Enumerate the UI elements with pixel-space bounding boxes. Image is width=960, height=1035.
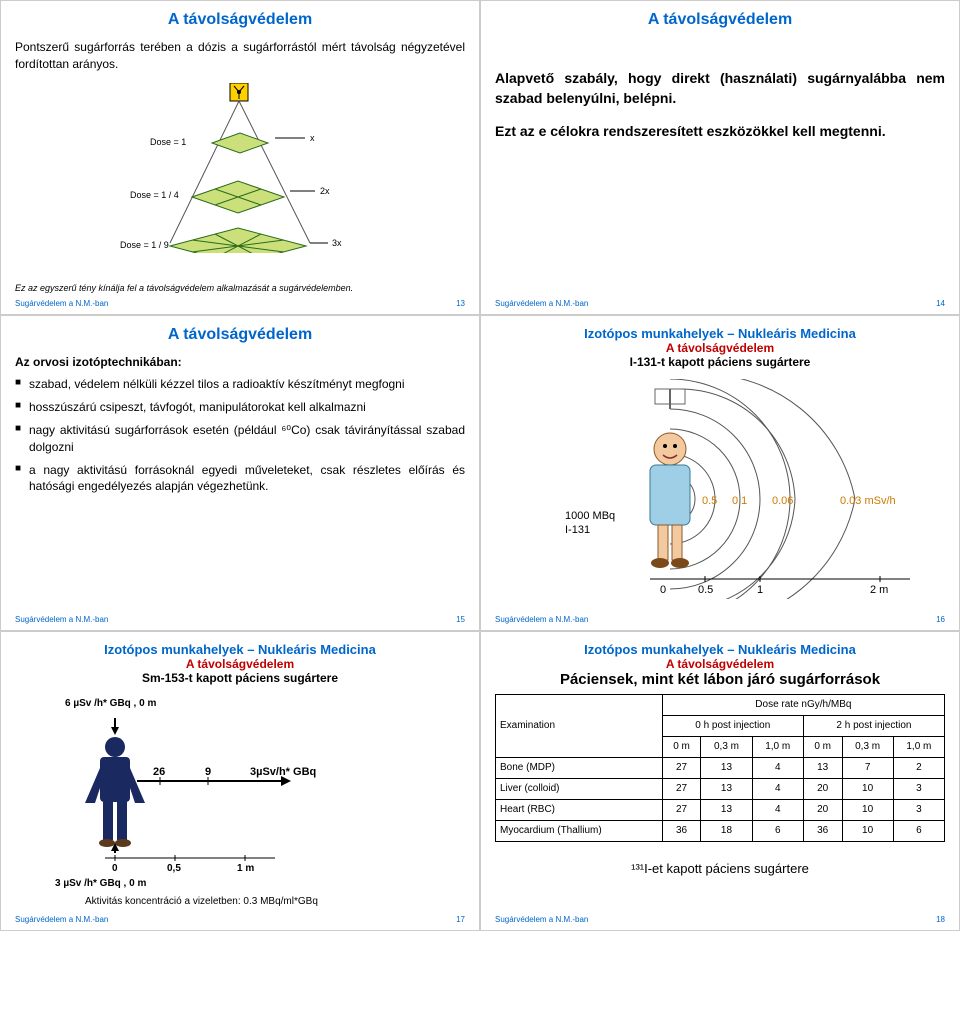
dose-rate-table: Examination Dose rate nGy/h/MBq 0 h post…	[495, 694, 945, 842]
footer-right: 17	[456, 915, 465, 924]
bullet: szabad, védelem nélküli kézzel tilos a r…	[15, 376, 465, 393]
th: 0,3 m	[701, 736, 752, 757]
inverse-square-diagram: Dose = 1 x Dose = 1 / 4 2x	[15, 83, 465, 253]
footer-right: 18	[936, 915, 945, 924]
footer-left: Sugárvédelem a N.M.-ban	[495, 299, 588, 308]
footer-left: Sugárvédelem a N.M.-ban	[495, 615, 588, 624]
slide-17: Izotópos munkahelyek – Nukleáris Medicin…	[0, 631, 480, 932]
slide-title: A távolságvédelem	[495, 11, 945, 29]
slide-body: Pontszerű sugárforrás terében a dózis a …	[15, 39, 465, 73]
slide-13: A távolságvédelem Pontszerű sugárforrás …	[0, 0, 480, 315]
table-row: Liver (colloid) 27 13 4 20 10 3	[496, 778, 945, 799]
footer-left: Sugárvédelem a N.M.-ban	[15, 615, 108, 624]
ring-label: 0.5	[702, 495, 717, 507]
table-row: Bone (MDP) 27 13 4 13 7 2	[496, 757, 945, 778]
slide-footnote: Ez az egyszerű tény kínálja fel a távols…	[15, 283, 465, 293]
axis-tick: 0	[660, 584, 666, 596]
ring-label: 0.1	[732, 495, 747, 507]
side-val: 9	[205, 766, 211, 778]
ring-label: 0.06	[772, 495, 793, 507]
title-l2: A távolságvédelem	[495, 341, 945, 355]
dose-label-3: Dose = 1 / 9	[120, 240, 169, 250]
subhead: Az orvosi izotóptechnikában:	[15, 354, 465, 371]
subtitle: Sm-153-t kapott páciens sugártere	[15, 671, 465, 685]
th: 0 h post injection	[662, 715, 803, 736]
slide-title: A távolságvédelem	[15, 326, 465, 344]
bottom-label: 3 µSv /h* GBq , 0 m	[55, 877, 465, 891]
th: 2 h post injection	[803, 715, 944, 736]
caption: Aktivitás koncentráció a vizeletben: 0.3…	[85, 895, 465, 909]
dose-ring-diagram: 0.5 0.1 0.06 0.03 mSv/h 1000 MBq I-131 0…	[495, 379, 945, 599]
source-label-2: I-131	[565, 524, 590, 536]
footer-left: Sugárvédelem a N.M.-ban	[15, 915, 108, 924]
slide-title: A távolságvédelem	[15, 11, 465, 29]
bullet: nagy aktivitású sugárforrások esetén (pé…	[15, 422, 465, 456]
title-l1: Izotópos munkahelyek – Nukleáris Medicin…	[495, 642, 945, 657]
slide-18: Izotópos munkahelyek – Nukleáris Medicin…	[480, 631, 960, 932]
p1: Alapvető szabály, hogy direkt (használat…	[495, 69, 945, 108]
ring-label: 0.03 mSv/h	[840, 495, 896, 507]
side-val: 26	[153, 766, 165, 778]
axis-tick: 1 m	[237, 863, 254, 873]
th: Examination	[496, 694, 663, 757]
footer-left: Sugárvédelem a N.M.-ban	[495, 915, 588, 924]
axis-tick: 1	[757, 584, 763, 596]
slide-16: Izotópos munkahelyek – Nukleáris Medicin…	[480, 315, 960, 631]
th: 0,3 m	[842, 736, 893, 757]
th: 0 m	[803, 736, 842, 757]
bullet: hosszúszárú csipeszt, távfogót, manipulá…	[15, 399, 465, 416]
title-l1: Izotópos munkahelyek – Nukleáris Medicin…	[15, 642, 465, 657]
title-l2: A távolságvédelem	[15, 657, 465, 671]
footer-right: 13	[456, 299, 465, 308]
table-row: Heart (RBC) 27 13 4 20 10 3	[496, 799, 945, 820]
footer-left: Sugárvédelem a N.M.-ban	[15, 299, 108, 308]
sm153-diagram: 6 µSv /h* GBq , 0 m	[15, 685, 465, 910]
dose-label-1: Dose = 1	[150, 137, 186, 147]
th: 1,0 m	[893, 736, 944, 757]
subtitle: Páciensek, mint két lábon járó sugárforr…	[495, 671, 945, 688]
top-label: 6 µSv /h* GBq , 0 m	[65, 697, 465, 711]
axis-tick: 0	[112, 863, 118, 873]
footer-right: 15	[456, 615, 465, 624]
axis-tick: 2 m	[870, 584, 888, 596]
source-label-1: 1000 MBq	[565, 510, 615, 522]
bullet: a nagy aktivitású forrásoknál egyedi műv…	[15, 462, 465, 496]
dose-label-2: Dose = 1 / 4	[130, 190, 179, 200]
title-l2: A távolságvédelem	[495, 657, 945, 671]
table-row: Myocardium (Thallium) 36 18 6 36 10 6	[496, 820, 945, 841]
subtitle: I-131-t kapott páciens sugártere	[495, 355, 945, 369]
caption: ¹³¹I-et kapott páciens sugártere	[495, 860, 945, 878]
side-val: 3µSv/h* GBq	[250, 766, 316, 778]
th: 0 m	[662, 736, 701, 757]
th: 1,0 m	[752, 736, 803, 757]
axis-tick: 0,5	[167, 863, 181, 873]
p2: Ezt az e célokra rendszeresített eszközö…	[495, 122, 945, 142]
bullet-list: szabad, védelem nélküli kézzel tilos a r…	[15, 376, 465, 495]
footer-right: 14	[936, 299, 945, 308]
title-l1: Izotópos munkahelyek – Nukleáris Medicin…	[495, 326, 945, 341]
footer-right: 16	[936, 615, 945, 624]
axis-tick: 0.5	[698, 584, 713, 596]
slide-14: A távolságvédelem Alapvető szabály, hogy…	[480, 0, 960, 315]
th: Dose rate nGy/h/MBq	[662, 694, 944, 715]
patient-icon	[650, 389, 690, 568]
dist-2x: 2x	[320, 186, 330, 196]
slide-15: A távolságvédelem Az orvosi izotóptechni…	[0, 315, 480, 631]
dist-3x: 3x	[332, 238, 342, 248]
dist-x: x	[310, 133, 315, 143]
